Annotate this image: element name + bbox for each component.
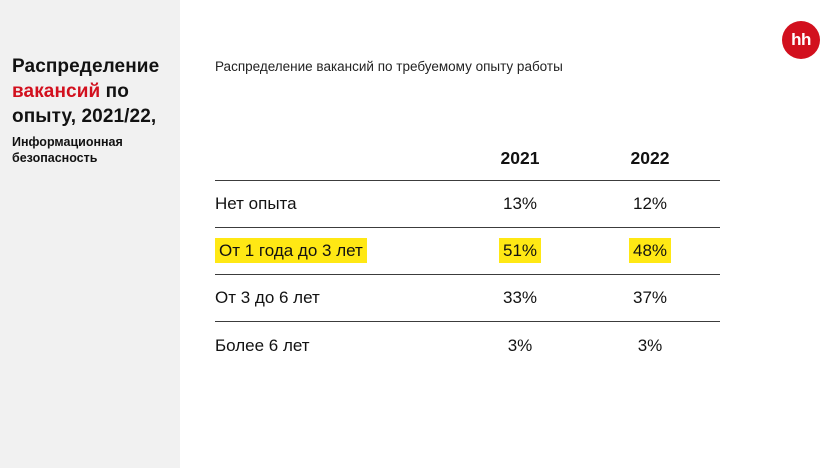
row-value-text: 13% (502, 194, 538, 213)
row-label: Нет опыта (215, 194, 460, 214)
row-label: Более 6 лет (215, 336, 460, 356)
row-label-text: Более 6 лет (215, 335, 310, 355)
row-label-text: От 3 до 6 лет (215, 288, 320, 307)
row-value-2022: 48% (580, 238, 720, 263)
table-row: Более 6 лет 3% 3% (215, 322, 720, 369)
row-value-2021: 33% (460, 288, 580, 308)
table-header-2022: 2022 (630, 147, 670, 168)
row-value-2022: 3% (580, 336, 720, 356)
row-value-text: 12% (632, 194, 668, 213)
row-label: От 1 года до 3 лет (215, 238, 460, 263)
row-value-2021: 13% (460, 194, 580, 214)
slide-title: Распределение вакансий по опыту, 2021/22… (12, 54, 162, 129)
row-value-text: 37% (632, 288, 668, 307)
hh-logo-text: hh (791, 30, 811, 49)
row-value-2021: 3% (460, 336, 580, 356)
slide-title-part1: Распределение (12, 56, 160, 77)
row-value-text: 3% (507, 335, 533, 355)
row-value-2022: 37% (580, 288, 720, 308)
row-label: От 3 до 6 лет (215, 288, 460, 308)
row-value-2022: 12% (580, 194, 720, 214)
main-content: hh Распределение вакансий по требуемому … (180, 0, 839, 468)
chart-title: Распределение вакансий по требуемому опы… (215, 59, 563, 74)
slide-subtitle: Информационная безопасность (12, 135, 123, 165)
table-header-2021: 2021 (500, 147, 540, 168)
row-value-text: 51% (498, 238, 542, 263)
slide-title-part2: по опыту, 2021/22, (12, 81, 157, 127)
row-value-text: 48% (628, 238, 672, 263)
row-value-text: 3% (637, 335, 663, 355)
table-row: От 3 до 6 лет 33% 37% (215, 275, 720, 322)
sidebar: Распределение вакансий по опыту, 2021/22… (0, 0, 180, 468)
table-row: Нет опыта 13% 12% (215, 181, 720, 228)
row-label-text: Нет опыта (215, 194, 297, 213)
experience-table: 2021 2022 Нет опыта 13% 12% От 1 года до… (215, 136, 720, 369)
table-row-highlighted: От 1 года до 3 лет 51% 48% (215, 228, 720, 275)
table-header-row: 2021 2022 (215, 136, 720, 181)
row-value-2021: 51% (460, 238, 580, 263)
row-value-text: 33% (502, 288, 538, 307)
hh-logo: hh (782, 21, 820, 59)
row-label-text: От 1 года до 3 лет (215, 238, 367, 263)
slide-title-red-word: вакансий (12, 81, 101, 102)
